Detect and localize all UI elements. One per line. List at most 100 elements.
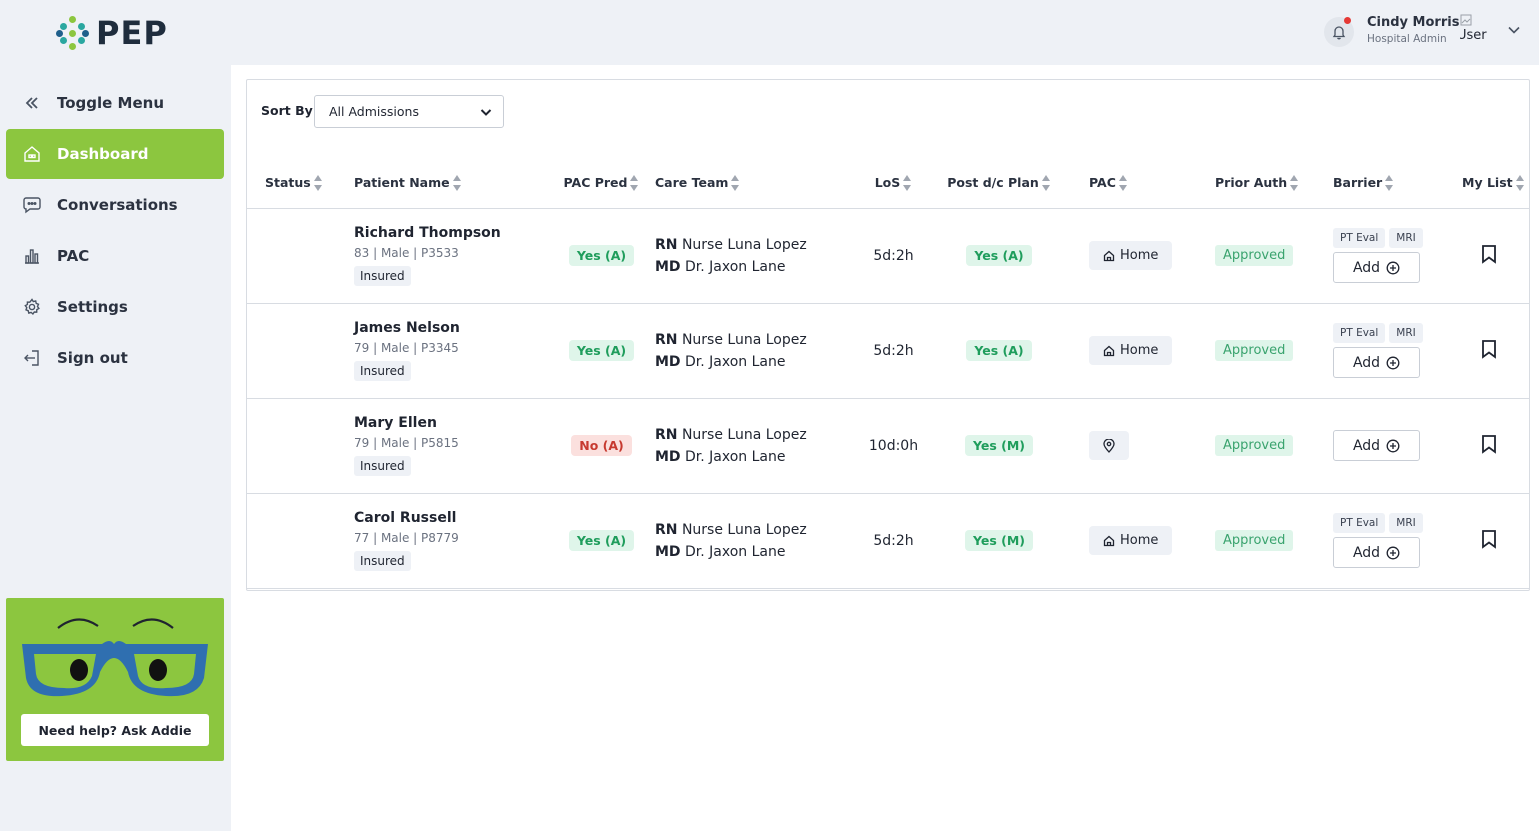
sidebar-item-dashboard[interactable]: Dashboard bbox=[6, 129, 224, 179]
care-team-rn: Nurse Luna Lopez bbox=[681, 521, 807, 538]
add-barrier-button[interactable]: Add bbox=[1333, 347, 1420, 378]
addie-glasses-icon bbox=[22, 618, 208, 697]
chevrons-left-icon bbox=[22, 93, 42, 113]
patient-cell: Mary Ellen 79 | Male | P5815 Insured bbox=[354, 398, 548, 493]
los-value: 5d:2h bbox=[873, 532, 914, 549]
los-value: 5d:2h bbox=[873, 342, 914, 359]
home-icon bbox=[1103, 345, 1115, 356]
plus-circle-icon bbox=[1386, 261, 1400, 274]
table-row[interactable]: Richard Thompson 83 | Male | P3533 Insur… bbox=[247, 208, 1529, 303]
pac-button[interactable]: Home bbox=[1089, 336, 1173, 365]
care-team-md: Dr. Jaxon Lane bbox=[685, 543, 786, 560]
barrier-tag[interactable]: MRI bbox=[1389, 228, 1423, 248]
pac-location-button[interactable] bbox=[1089, 431, 1129, 460]
sort-icon[interactable] bbox=[1290, 175, 1299, 191]
sidebar-item-pac[interactable]: PAC bbox=[6, 231, 224, 281]
insurance-badge: Insured bbox=[354, 456, 411, 476]
add-barrier-button[interactable]: Add bbox=[1333, 252, 1420, 283]
barrier-tag[interactable]: MRI bbox=[1389, 513, 1423, 533]
sidebar-item-label: Conversations bbox=[57, 196, 178, 214]
sidebar-item-sign-out[interactable]: Sign out bbox=[6, 333, 224, 383]
add-barrier-button[interactable]: Add bbox=[1333, 430, 1420, 461]
sidebar-item-label: Dashboard bbox=[57, 145, 149, 163]
bell-icon bbox=[1332, 26, 1346, 40]
column-header-patient-name[interactable]: Patient Name bbox=[354, 158, 548, 209]
care-team-cell: RN Nurse Luna Lopez MD Dr. Jaxon Lane bbox=[655, 236, 807, 275]
barrier-tag[interactable]: PT Eval bbox=[1333, 323, 1386, 343]
patient-name[interactable]: James Nelson bbox=[354, 320, 460, 336]
insurance-badge: Insured bbox=[354, 266, 411, 286]
notification-badge bbox=[1344, 17, 1351, 24]
user-name: Cindy Morris bbox=[1367, 15, 1460, 30]
care-team-rn: Nurse Luna Lopez bbox=[681, 426, 807, 443]
patient-name[interactable]: Carol Russell bbox=[354, 510, 457, 526]
column-header-pac[interactable]: PAC bbox=[1065, 158, 1191, 209]
column-header-care-team[interactable]: Care Team bbox=[655, 158, 854, 209]
status-cell bbox=[247, 208, 354, 303]
patient-name[interactable]: Mary Ellen bbox=[354, 415, 437, 431]
sort-icon[interactable] bbox=[1118, 175, 1128, 191]
patient-cell: Richard Thompson 83 | Male | P3533 Insur… bbox=[354, 208, 548, 303]
chat-icon bbox=[22, 195, 42, 215]
care-team-rn: Nurse Luna Lopez bbox=[681, 236, 807, 253]
pac-button[interactable]: Home bbox=[1089, 241, 1173, 270]
barrier-tag[interactable]: MRI bbox=[1389, 323, 1423, 343]
sort-icon[interactable] bbox=[630, 175, 639, 191]
sort-icon[interactable] bbox=[1385, 175, 1394, 191]
bookmark-icon[interactable] bbox=[1480, 244, 1498, 268]
column-header-pac-pred[interactable]: PAC Pred bbox=[548, 158, 655, 209]
barrier-cell: Add bbox=[1309, 398, 1438, 493]
barrier-tag[interactable]: PT Eval bbox=[1333, 228, 1386, 248]
sidebar-item-toggle-menu[interactable]: Toggle Menu bbox=[6, 78, 224, 128]
admissions-card: Sort By All Admissions Status Patient Na… bbox=[246, 79, 1530, 591]
column-header-status[interactable]: Status bbox=[247, 158, 354, 209]
table-row[interactable]: Mary Ellen 79 | Male | P5815 Insured No … bbox=[247, 398, 1529, 493]
pac-pred-badge: Yes (A) bbox=[568, 340, 635, 361]
sort-by-select[interactable]: All Admissions bbox=[314, 95, 504, 128]
sort-icon[interactable] bbox=[1041, 175, 1051, 191]
notifications-button[interactable] bbox=[1324, 17, 1354, 47]
add-barrier-button[interactable]: Add bbox=[1333, 537, 1420, 568]
barrier-cell: PT Eval MRI Add bbox=[1309, 208, 1438, 303]
post-dc-badge: Yes (A) bbox=[966, 245, 1032, 266]
broken-image-icon bbox=[1460, 14, 1472, 26]
post-dc-badge: Yes (M) bbox=[964, 435, 1034, 456]
post-dc-badge: Yes (A) bbox=[966, 340, 1032, 361]
column-header-los[interactable]: LoS bbox=[854, 158, 933, 209]
prior-auth-badge: Approved bbox=[1215, 340, 1294, 361]
status-cell bbox=[247, 493, 354, 588]
barrier-tag[interactable]: PT Eval bbox=[1333, 513, 1386, 533]
ask-addie-button[interactable]: Need help? Ask Addie bbox=[21, 714, 209, 746]
sort-icon[interactable] bbox=[1515, 175, 1525, 191]
table-row[interactable]: Carol Russell 77 | Male | P8779 Insured … bbox=[247, 493, 1529, 588]
avatar[interactable]: User bbox=[1460, 14, 1494, 48]
bookmark-icon[interactable] bbox=[1480, 339, 1498, 363]
patient-name[interactable]: Richard Thompson bbox=[354, 225, 501, 241]
column-header-my-list[interactable]: My List bbox=[1438, 158, 1529, 209]
user-role: Hospital Admin bbox=[1367, 33, 1447, 45]
prior-auth-badge: Approved bbox=[1215, 530, 1294, 551]
column-header-barrier[interactable]: Barrier bbox=[1309, 158, 1438, 209]
insurance-badge: Insured bbox=[354, 361, 411, 381]
sort-icon[interactable] bbox=[313, 175, 323, 191]
los-value: 10d:0h bbox=[868, 437, 919, 454]
sort-icon[interactable] bbox=[903, 175, 912, 191]
care-team-md: Dr. Jaxon Lane bbox=[685, 353, 786, 370]
app-logo[interactable]: PEP bbox=[56, 14, 168, 52]
home-icon bbox=[1103, 535, 1115, 546]
sort-icon[interactable] bbox=[731, 175, 740, 191]
table-row[interactable]: James Nelson 79 | Male | P3345 Insured Y… bbox=[247, 303, 1529, 398]
sidebar-item-conversations[interactable]: Conversations bbox=[6, 180, 224, 230]
column-header-post-dc-plan[interactable]: Post d/c Plan bbox=[933, 158, 1065, 209]
sort-icon[interactable] bbox=[452, 175, 462, 191]
care-team-md: Dr. Jaxon Lane bbox=[685, 448, 786, 465]
sidebar-item-settings[interactable]: Settings bbox=[6, 282, 224, 332]
bookmark-icon[interactable] bbox=[1480, 434, 1498, 458]
post-dc-badge: Yes (M) bbox=[964, 530, 1034, 551]
column-header-prior-auth[interactable]: Prior Auth bbox=[1191, 158, 1309, 209]
pac-button[interactable]: Home bbox=[1089, 526, 1173, 555]
chevron-down-icon[interactable] bbox=[1506, 22, 1522, 42]
bookmark-icon[interactable] bbox=[1480, 529, 1498, 553]
patient-cell: Carol Russell 77 | Male | P8779 Insured bbox=[354, 493, 548, 588]
home-icon bbox=[1103, 250, 1115, 261]
